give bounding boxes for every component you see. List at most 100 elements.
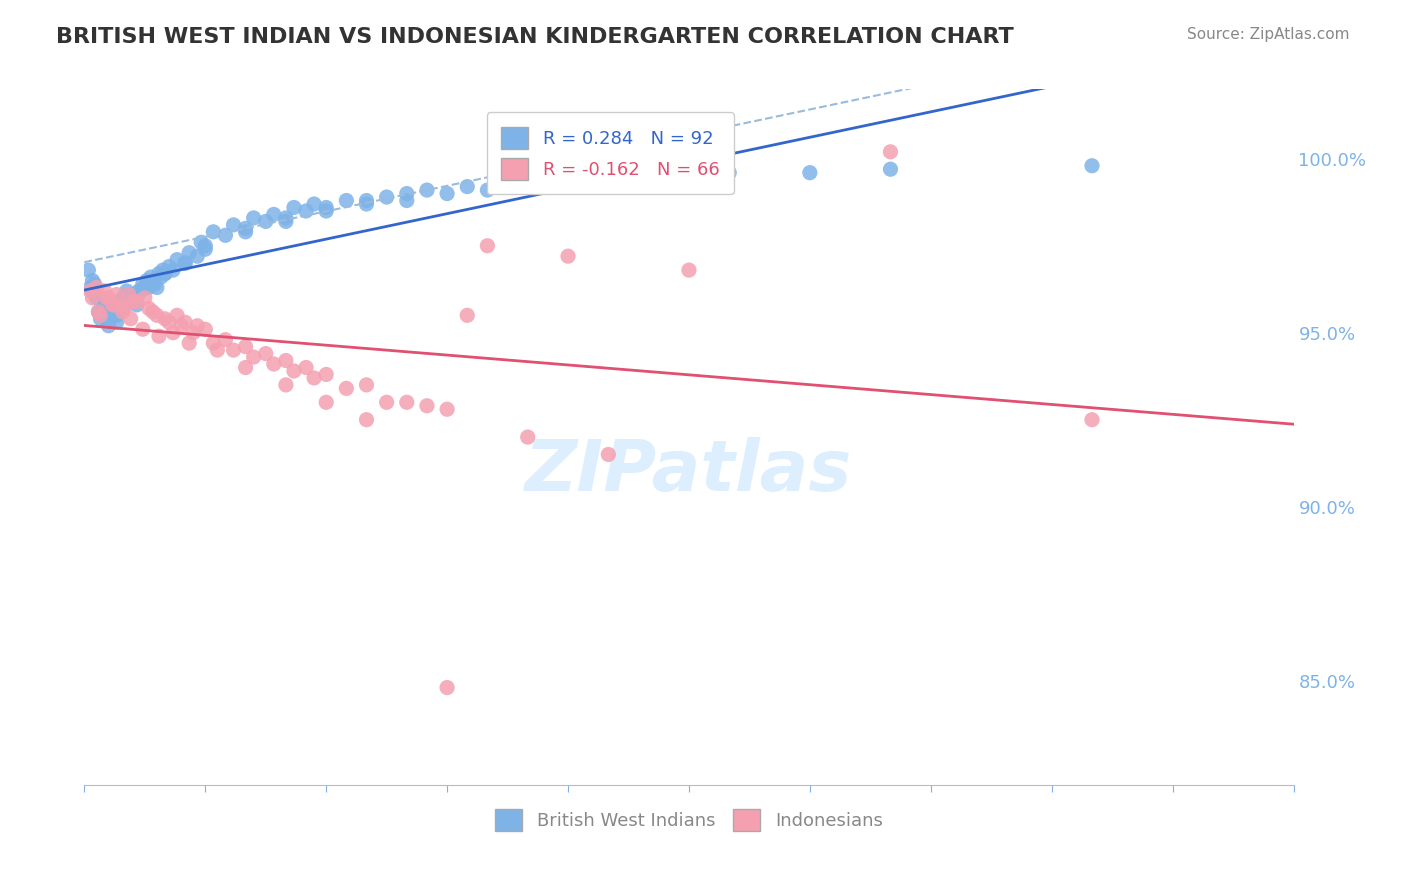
Point: [132, 277, 155, 291]
Point: [110, 301, 132, 316]
Point: [637, 169, 659, 184]
Point: [104, 309, 127, 323]
Point: [416, 183, 439, 197]
Point: [356, 413, 378, 427]
Point: [128, 284, 150, 298]
Point: [97, 318, 120, 333]
Point: [97, 294, 120, 309]
Point: [149, 270, 172, 285]
Point: [87, 305, 110, 319]
Point: [89, 309, 111, 323]
Point: [100, 301, 122, 316]
Point: [235, 221, 257, 235]
Point: [138, 277, 160, 291]
Point: [295, 360, 318, 375]
Point: [274, 214, 297, 228]
Point: [186, 249, 208, 263]
Point: [181, 326, 204, 340]
Point: [96, 311, 118, 326]
Point: [799, 166, 821, 180]
Point: [222, 343, 245, 358]
Point: [111, 291, 134, 305]
Point: [598, 169, 620, 184]
Point: [129, 284, 152, 298]
Point: [477, 183, 499, 197]
Point: [124, 287, 146, 301]
Point: [283, 364, 305, 378]
Point: [162, 326, 184, 340]
Point: [436, 402, 458, 417]
Point: [121, 294, 143, 309]
Point: [557, 249, 579, 263]
Point: [335, 381, 357, 395]
Point: [194, 239, 217, 253]
Point: [194, 322, 217, 336]
Point: [274, 378, 297, 392]
Point: [477, 239, 499, 253]
Point: [82, 284, 104, 298]
Point: [166, 309, 188, 323]
Point: [315, 368, 337, 382]
Point: [718, 166, 741, 180]
Point: [207, 343, 229, 358]
Point: [254, 346, 277, 360]
Point: [111, 305, 134, 319]
Point: [456, 179, 478, 194]
Point: [302, 197, 325, 211]
Point: [194, 242, 217, 256]
Point: [157, 260, 180, 274]
Point: [179, 336, 201, 351]
Point: [678, 263, 700, 277]
Point: [235, 225, 257, 239]
Point: [110, 298, 132, 312]
Point: [134, 291, 156, 305]
Point: [118, 287, 141, 301]
Point: [105, 315, 128, 329]
Text: Source: ZipAtlas.com: Source: ZipAtlas.com: [1187, 27, 1350, 42]
Point: [170, 318, 193, 333]
Point: [166, 252, 188, 267]
Point: [174, 256, 197, 270]
Point: [202, 225, 225, 239]
Point: [115, 284, 138, 298]
Point: [190, 235, 212, 250]
Point: [375, 190, 398, 204]
Point: [153, 267, 176, 281]
Point: [162, 263, 184, 277]
Point: [153, 311, 176, 326]
Point: [83, 277, 105, 291]
Point: [214, 228, 236, 243]
Point: [242, 350, 264, 364]
Point: [516, 172, 538, 186]
Point: [125, 294, 148, 309]
Point: [295, 204, 318, 219]
Point: [120, 294, 142, 309]
Legend: British West Indians, Indonesians: British West Indians, Indonesians: [481, 795, 897, 846]
Point: [174, 256, 197, 270]
Point: [77, 263, 100, 277]
Point: [96, 291, 118, 305]
Point: [105, 287, 128, 301]
Point: [89, 311, 111, 326]
Point: [105, 309, 128, 323]
Point: [86, 291, 108, 305]
Point: [315, 204, 337, 219]
Point: [315, 395, 337, 409]
Point: [179, 245, 201, 260]
Point: [678, 169, 700, 184]
Point: [186, 318, 208, 333]
Point: [254, 214, 277, 228]
Point: [97, 291, 120, 305]
Point: [356, 197, 378, 211]
Point: [274, 353, 297, 368]
Point: [235, 360, 257, 375]
Point: [335, 194, 357, 208]
Point: [214, 333, 236, 347]
Point: [132, 322, 155, 336]
Point: [121, 291, 143, 305]
Point: [79, 280, 101, 294]
Point: [274, 211, 297, 225]
Point: [395, 395, 418, 409]
Point: [152, 263, 174, 277]
Point: [157, 315, 180, 329]
